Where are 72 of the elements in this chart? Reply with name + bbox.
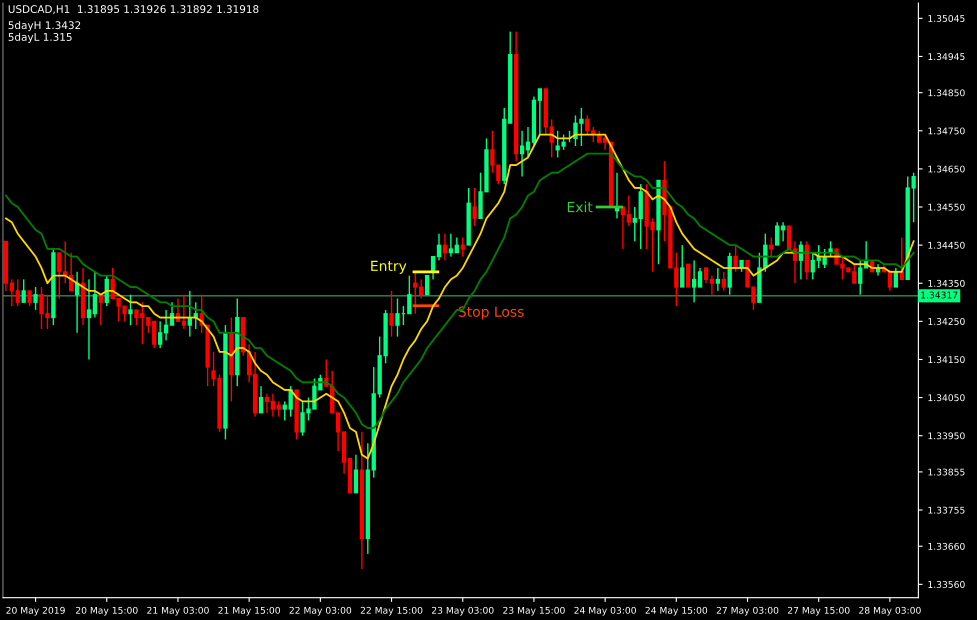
y-tick-label: 1.34350 — [928, 280, 965, 287]
x-tick-label: 22 May 03:00 — [290, 606, 352, 616]
candlestick — [520, 130, 524, 178]
ref-line-label: 1.34317 — [921, 292, 958, 298]
x-tick-label: 20 May 2019 — [6, 606, 65, 616]
annotation: 5dayL 1.315 — [8, 32, 72, 43]
candlestick — [751, 286, 756, 311]
candlestick — [686, 264, 690, 288]
candlestick — [98, 294, 103, 326]
x-tick-label: 23 May 03:00 — [432, 606, 494, 616]
candlestick — [395, 298, 400, 338]
y-tick-label: 1.34850 — [928, 89, 965, 96]
candlestick — [128, 294, 133, 326]
candlestick — [407, 274, 412, 314]
x-tick-label: 21 May 15:00 — [218, 606, 280, 616]
candlestick — [306, 396, 311, 422]
y-tick-label: 1.34150 — [928, 356, 965, 364]
candlestick — [710, 274, 714, 296]
y-tick-label: 1.33560 — [928, 581, 965, 588]
candlestick — [900, 236, 904, 280]
chart-title: USDCAD,H1 1.31895 1.31926 1.31892 1.31918 — [8, 5, 258, 14]
x-tick-label: 27 May 03:00 — [716, 606, 778, 616]
candlestick — [769, 236, 774, 258]
y-tick-label: 1.34550 — [928, 204, 965, 211]
annotation: Entry — [371, 260, 406, 274]
x-tick-label: 22 May 15:00 — [360, 606, 422, 616]
x-tick-label: 27 May 15:00 — [788, 606, 850, 616]
annotation: Stop Loss — [458, 306, 524, 320]
x-tick-label: 24 May 15:00 — [646, 606, 708, 616]
candlestick — [472, 187, 477, 227]
y-tick-label: 1.34945 — [928, 53, 965, 60]
candlestick — [424, 275, 430, 296]
x-tick-label: 23 May 15:00 — [503, 606, 565, 616]
annotation: 5dayH 1.3432 — [8, 21, 80, 32]
candlestick — [39, 286, 44, 330]
y-tick-label: 1.34750 — [928, 127, 965, 134]
x-tick-label: 24 May 03:00 — [574, 606, 636, 616]
y-tick-label: 1.34250 — [928, 318, 965, 325]
candlestick — [104, 274, 109, 307]
candlestick — [354, 454, 358, 494]
x-tick-label: 20 May 15:00 — [76, 606, 138, 616]
candlestick — [704, 267, 708, 284]
candlestick — [300, 400, 305, 436]
candlestick — [526, 126, 530, 158]
y-tick-label: 1.34050 — [928, 394, 965, 402]
candlestick — [27, 290, 32, 307]
candlestick — [894, 267, 898, 288]
candlestick — [389, 290, 394, 338]
candlestick — [258, 385, 264, 414]
candlestick — [33, 286, 38, 311]
annotation: Exit — [568, 202, 592, 212]
line-series — [4, 152, 915, 429]
candlestick — [733, 244, 738, 272]
x-tick-label: 21 May 03:00 — [147, 606, 209, 616]
candlestick — [442, 232, 448, 262]
y-tick-label: 1.33660 — [928, 542, 965, 550]
y-tick-label: 1.33755 — [928, 506, 965, 514]
candlestick — [45, 294, 50, 330]
candlestick — [786, 226, 792, 250]
candlestick — [436, 232, 442, 262]
candlestick — [680, 244, 684, 288]
y-tick-label: 1.34450 — [928, 242, 965, 249]
y-tick-label: 1.33855 — [928, 468, 965, 476]
candlestick — [211, 351, 216, 387]
candlestick — [460, 236, 465, 258]
candlestick — [722, 271, 726, 292]
y-tick-label: 1.33950 — [928, 432, 965, 440]
y-tick-label: 1.35045 — [928, 15, 965, 22]
y-tick-label: 1.34650 — [928, 166, 965, 173]
candlestick — [716, 267, 720, 292]
candlestick — [22, 278, 26, 303]
x-tick-label: 28 May 03:00 — [859, 606, 921, 616]
